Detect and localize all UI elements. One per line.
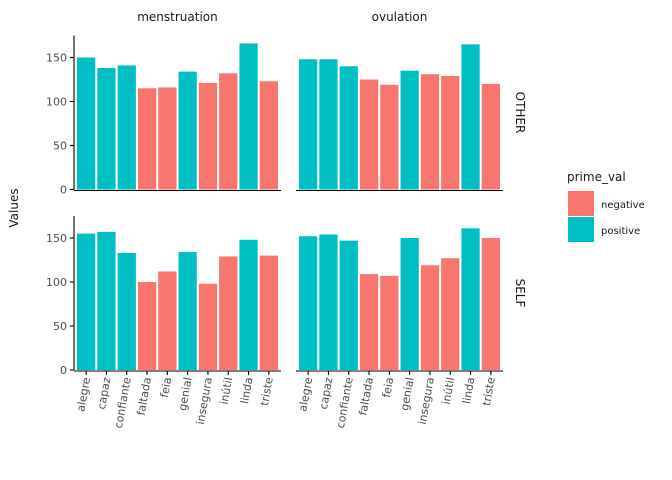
bar-self-ovulation-faltada xyxy=(359,274,379,370)
x-tick-label-menstruation-confiante: confiante xyxy=(112,376,134,429)
y-tick-label-other-100: 100 xyxy=(46,96,67,109)
bar-self-menstruation-confiante xyxy=(117,252,136,370)
bar-other-menstruation-linda xyxy=(239,43,258,190)
legend-label-positive: positive xyxy=(601,226,640,237)
y-tick-label-other-0: 0 xyxy=(60,184,67,197)
x-tick-label-ovulation-linda: linda xyxy=(460,376,477,405)
bar-other-ovulation-genial xyxy=(400,70,419,190)
x-tick-label-ovulation-triste: triste xyxy=(480,376,498,407)
bar-other-menstruation-confiante xyxy=(117,65,136,190)
x-tick-label-ovulation-capaz: capaz xyxy=(317,376,335,410)
legend-label-negative: negative xyxy=(601,200,645,211)
bar-other-ovulation-capaz xyxy=(319,59,338,190)
bar-other-ovulation-faltada xyxy=(359,79,379,190)
x-tick-label-menstruation-alegre: alegre xyxy=(74,376,93,413)
bar-other-menstruation-faltada xyxy=(137,88,157,190)
bar-self-menstruation-insegura xyxy=(198,283,218,370)
facet-title-ovulation: ovulation xyxy=(372,10,428,24)
x-tick-label-menstruation-linda: linda xyxy=(238,376,255,405)
x-tick-label-menstruation-faltada: faltada xyxy=(135,376,154,416)
bar-self-menstruation-linda xyxy=(239,239,258,370)
bar-other-ovulation-feia xyxy=(380,84,399,190)
bar-self-ovulation-capaz xyxy=(319,234,338,370)
bar-self-ovulation-genial xyxy=(400,238,419,370)
bar-self-menstruation-inútil xyxy=(219,256,238,370)
bar-self-ovulation-triste xyxy=(481,238,500,370)
x-tick-label-ovulation-alegre: alegre xyxy=(296,376,315,413)
x-tick-label-ovulation-feia: feia xyxy=(380,376,396,398)
x-tick-label-menstruation-genial: genial xyxy=(176,376,195,411)
x-tick-label-menstruation-capaz: capaz xyxy=(95,376,113,410)
bar-other-menstruation-inútil xyxy=(219,73,238,190)
bar-self-ovulation-alegre xyxy=(299,236,318,370)
bar-self-menstruation-alegre xyxy=(77,233,96,370)
y-tick-label-self-50: 50 xyxy=(53,320,67,333)
y-tick-label-self-150: 150 xyxy=(46,232,67,245)
facet-title-self: SELF xyxy=(513,279,527,308)
x-tick-label-ovulation-confiante: confiante xyxy=(334,376,356,429)
facet-title-menstruation: menstruation xyxy=(137,10,218,24)
y-axis-title: Values xyxy=(7,188,21,227)
x-tick-label-ovulation-faltada: faltada xyxy=(357,376,376,416)
bar-other-menstruation-feia xyxy=(158,87,177,190)
bar-other-menstruation-genial xyxy=(178,71,197,190)
bar-other-ovulation-triste xyxy=(481,83,500,190)
bar-self-menstruation-feia xyxy=(158,271,177,370)
x-tick-label-ovulation-insegura: insegura xyxy=(416,376,437,425)
bar-other-ovulation-insegura xyxy=(420,74,440,190)
y-tick-label-other-50: 50 xyxy=(53,140,67,153)
bar-other-ovulation-alegre xyxy=(299,59,318,190)
x-tick-label-ovulation-inútil: inútil xyxy=(440,376,458,405)
bar-other-ovulation-confiante xyxy=(339,66,358,190)
bar-other-menstruation-triste xyxy=(259,81,278,190)
x-tick-label-menstruation-insegura: insegura xyxy=(194,376,215,425)
facet-title-other: OTHER xyxy=(513,92,527,134)
x-tick-label-menstruation-feia: feia xyxy=(158,376,174,398)
bar-self-ovulation-inútil xyxy=(441,258,460,370)
legend-swatch-negative xyxy=(568,191,594,216)
bar-self-menstruation-faltada xyxy=(137,282,157,370)
x-tick-label-menstruation-inútil: inútil xyxy=(218,376,236,405)
y-tick-label-self-100: 100 xyxy=(46,276,67,289)
bar-self-ovulation-insegura xyxy=(420,265,440,370)
bar-self-ovulation-feia xyxy=(380,275,399,370)
bar-self-menstruation-triste xyxy=(259,255,278,370)
bar-other-menstruation-capaz xyxy=(97,68,116,190)
x-tick-label-ovulation-genial: genial xyxy=(398,376,417,411)
bar-other-menstruation-insegura xyxy=(198,83,218,190)
bar-other-menstruation-alegre xyxy=(77,57,96,190)
x-tick-label-menstruation-triste: triste xyxy=(258,376,276,407)
bar-self-ovulation-confiante xyxy=(339,240,358,370)
bar-self-menstruation-capaz xyxy=(97,231,116,370)
y-tick-label-other-150: 150 xyxy=(46,52,67,65)
bar-self-menstruation-genial xyxy=(178,252,197,370)
bar-self-ovulation-linda xyxy=(461,228,480,370)
bar-other-ovulation-inútil xyxy=(441,75,460,190)
legend-title: prime_val xyxy=(567,170,626,184)
legend-swatch-positive xyxy=(568,217,594,242)
y-tick-label-self-0: 0 xyxy=(60,364,67,377)
bar-other-ovulation-linda xyxy=(461,44,480,190)
